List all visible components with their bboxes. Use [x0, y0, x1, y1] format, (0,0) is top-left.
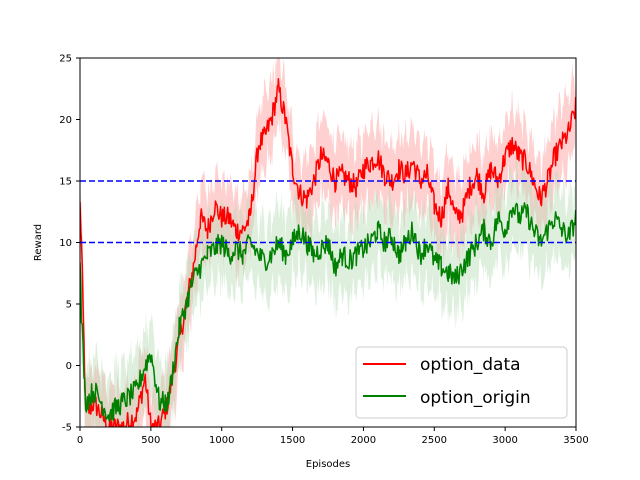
x-tick-label: 2000	[351, 435, 376, 446]
x-tick-label: 1500	[280, 435, 305, 446]
plot-area	[79, 57, 577, 428]
y-tick-label: 15	[59, 177, 72, 188]
line-option-origin	[80, 202, 576, 422]
legend-label-option-origin: option_origin	[420, 388, 531, 408]
legend-label-option-data: option_data	[420, 355, 521, 375]
x-tick-label: 3500	[563, 435, 588, 446]
x-tick-label: 3000	[492, 435, 517, 446]
y-tick-label: 5	[66, 300, 72, 311]
series-lines	[80, 78, 576, 427]
y-tick-label: 0	[66, 361, 72, 372]
x-axis-title: Episodes	[306, 459, 350, 470]
y-axis-title: Reward	[33, 224, 44, 261]
x-axis-ticks: 0 500 1000 1500 2000 2500 3000 3500	[77, 427, 589, 446]
x-tick-label: 0	[77, 435, 83, 446]
reference-lines	[80, 180, 576, 244]
x-tick-label: 2500	[422, 435, 447, 446]
y-axis-ticks: -5 0 5 10 15 20 25	[59, 54, 80, 434]
band-option-data	[80, 58, 576, 427]
legend: option_data option_origin	[355, 346, 568, 419]
y-tick-label: -5	[62, 423, 72, 434]
y-tick-label: 10	[59, 238, 72, 249]
legend-box	[355, 346, 568, 419]
x-tick-label: 500	[141, 435, 160, 446]
y-tick-label: 20	[59, 115, 72, 126]
x-tick-label: 1000	[209, 435, 234, 446]
y-tick-label: 25	[59, 54, 72, 65]
